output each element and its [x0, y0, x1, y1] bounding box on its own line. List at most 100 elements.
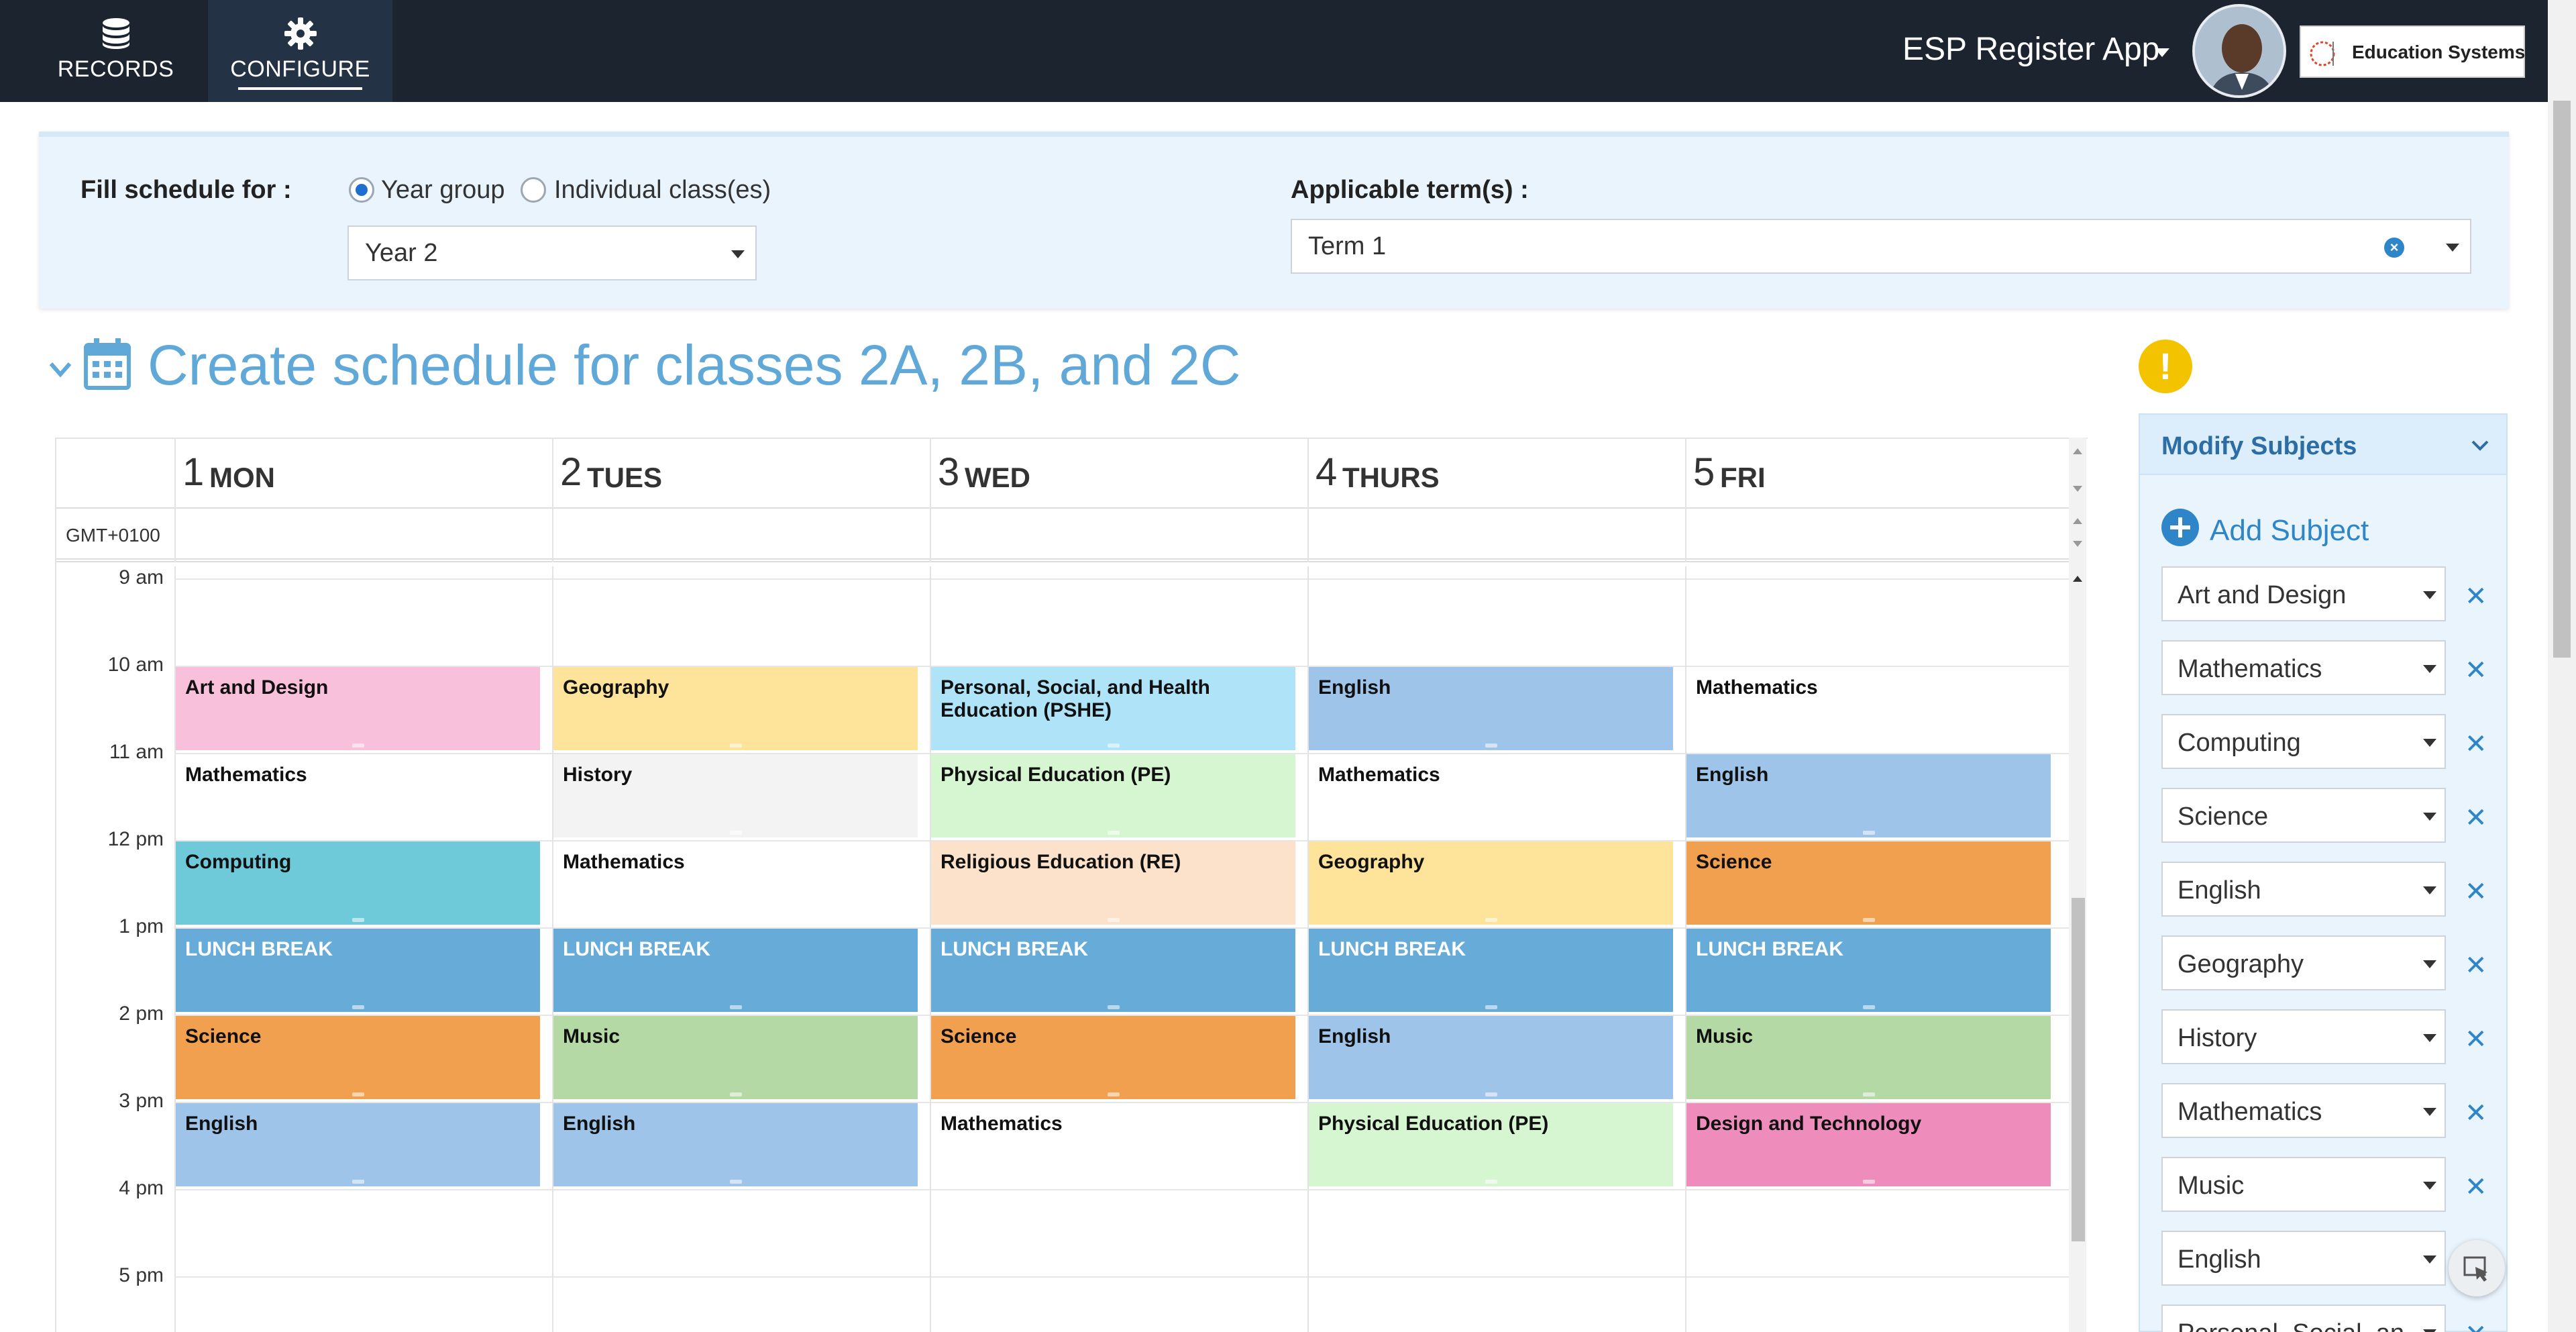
remove-subject-icon[interactable]: ✕: [2465, 1172, 2487, 1202]
year-group-select[interactable]: Year 2: [347, 225, 757, 280]
resize-handle[interactable]: [1107, 744, 1120, 748]
subject-select[interactable]: Personal, Social, an: [2161, 1304, 2446, 1332]
schedule-event[interactable]: LUNCH BREAK: [553, 929, 918, 1012]
all-day-cell[interactable]: [930, 509, 1307, 562]
schedule-event[interactable]: LUNCH BREAK: [931, 929, 1295, 1012]
schedule-event[interactable]: English: [176, 1103, 540, 1186]
schedule-event[interactable]: Mathematics: [176, 754, 540, 837]
day-column[interactable]: [174, 566, 552, 1332]
schedule-event[interactable]: Music: [553, 1016, 918, 1099]
subject-select[interactable]: Art and Design: [2161, 566, 2446, 621]
day-header[interactable]: 3 WED: [930, 439, 1307, 509]
subject-select[interactable]: History: [2161, 1009, 2446, 1064]
resize-handle[interactable]: [729, 744, 742, 748]
resize-handle[interactable]: [1485, 1180, 1497, 1184]
resize-handle[interactable]: [1107, 918, 1120, 922]
resize-handle[interactable]: [1485, 918, 1497, 922]
remove-subject-icon[interactable]: ✕: [2465, 729, 2487, 759]
scroll-thumb[interactable]: [2072, 898, 2085, 1241]
chevron-down-icon[interactable]: [2470, 435, 2490, 455]
chevron-down-icon[interactable]: [47, 356, 74, 382]
modify-subjects-header[interactable]: Modify Subjects: [2140, 415, 2506, 475]
all-day-cell[interactable]: [552, 509, 930, 562]
all-day-cell[interactable]: [1685, 509, 2063, 562]
all-day-cell[interactable]: [174, 509, 552, 562]
remove-subject-icon[interactable]: ✕: [2465, 582, 2487, 611]
individual-classes-radio-label[interactable]: Individual class(es): [554, 176, 771, 204]
schedule-event[interactable]: Personal, Social, and Health Education (…: [931, 667, 1295, 750]
all-day-cell[interactable]: [1307, 509, 1685, 562]
schedule-event[interactable]: Mathematics: [553, 841, 918, 925]
schedule-event[interactable]: Religious Education (RE): [931, 841, 1295, 925]
individual-classes-radio[interactable]: [521, 177, 546, 203]
clear-icon[interactable]: ×: [2384, 238, 2404, 258]
subject-select[interactable]: Mathematics: [2161, 1083, 2446, 1138]
resize-handle[interactable]: [1107, 1005, 1120, 1009]
resize-handle[interactable]: [1485, 744, 1497, 748]
schedule-event[interactable]: LUNCH BREAK: [1309, 929, 1673, 1012]
remove-subject-icon[interactable]: ✕: [2465, 877, 2487, 907]
remove-subject-icon[interactable]: ✕: [2465, 656, 2487, 685]
day-column[interactable]: [552, 566, 930, 1332]
schedule-event[interactable]: Science: [176, 1016, 540, 1099]
schedule-event[interactable]: Geography: [1309, 841, 1673, 925]
resize-handle[interactable]: [1862, 918, 1875, 922]
day-header[interactable]: 2 TUES: [552, 439, 930, 509]
schedule-event[interactable]: Science: [931, 1016, 1295, 1099]
warning-icon[interactable]: !: [2139, 340, 2192, 393]
schedule-event[interactable]: Art and Design: [176, 667, 540, 750]
remove-subject-icon[interactable]: ✕: [2465, 951, 2487, 980]
year-group-radio[interactable]: [349, 177, 374, 203]
resize-handle[interactable]: [729, 831, 742, 835]
floating-action-button[interactable]: [2449, 1240, 2505, 1296]
resize-handle[interactable]: [1485, 1092, 1497, 1096]
day-header[interactable]: 1 MON: [174, 439, 552, 509]
remove-subject-icon[interactable]: ✕: [2465, 1025, 2487, 1054]
remove-subject-icon[interactable]: ✕: [2465, 1098, 2487, 1128]
nav-configure[interactable]: CONFIGURE: [208, 0, 392, 102]
resize-handle[interactable]: [352, 918, 364, 922]
day-column[interactable]: [1307, 566, 1685, 1332]
schedule-event[interactable]: Science: [1686, 841, 2051, 925]
day-column[interactable]: [1685, 566, 2063, 1332]
resize-handle[interactable]: [1107, 831, 1120, 835]
scroll-down-arrow[interactable]: [2073, 541, 2082, 547]
resize-handle[interactable]: [352, 1005, 364, 1009]
schedule-event[interactable]: LUNCH BREAK: [1686, 929, 2051, 1012]
schedule-event[interactable]: LUNCH BREAK: [176, 929, 540, 1012]
year-group-radio-label[interactable]: Year group: [381, 176, 505, 204]
resize-handle[interactable]: [352, 1180, 364, 1184]
subject-select[interactable]: Geography: [2161, 935, 2446, 990]
scroll-up-arrow[interactable]: [2073, 518, 2082, 524]
subject-select[interactable]: Music: [2161, 1157, 2446, 1212]
resize-handle[interactable]: [1485, 1005, 1497, 1009]
schedule-event[interactable]: Mathematics: [1686, 667, 2051, 750]
calendar-scrollbar[interactable]: [2069, 438, 2086, 1332]
resize-handle[interactable]: [352, 744, 364, 748]
schedule-event[interactable]: Physical Education (PE): [1309, 1103, 1673, 1186]
schedule-event[interactable]: Design and Technology: [1686, 1103, 2051, 1186]
schedule-event[interactable]: Mathematics: [931, 1103, 1295, 1186]
subject-select[interactable]: English: [2161, 862, 2446, 917]
page-scroll-thumb[interactable]: [2553, 101, 2571, 658]
subject-select[interactable]: English: [2161, 1231, 2446, 1286]
resize-handle[interactable]: [1862, 1005, 1875, 1009]
app-title-dropdown[interactable]: ESP Register App: [1902, 32, 2160, 67]
schedule-event[interactable]: English: [1309, 1016, 1673, 1099]
day-header[interactable]: 5 FRI: [1685, 439, 2063, 509]
caret-down-icon[interactable]: [2446, 244, 2459, 252]
resize-handle[interactable]: [1862, 1180, 1875, 1184]
caret-down-icon[interactable]: [2155, 48, 2169, 57]
remove-subject-icon[interactable]: ✕: [2465, 1319, 2487, 1332]
day-header[interactable]: 4 THURS: [1307, 439, 1685, 509]
scroll-up-arrow[interactable]: [2073, 576, 2082, 582]
page-scrollbar[interactable]: [2548, 0, 2576, 1332]
resize-handle[interactable]: [352, 1092, 364, 1096]
day-column[interactable]: [930, 566, 1307, 1332]
resize-handle[interactable]: [1862, 831, 1875, 835]
scroll-down-arrow[interactable]: [2073, 486, 2082, 492]
resize-handle[interactable]: [729, 1180, 742, 1184]
resize-handle[interactable]: [1107, 1092, 1120, 1096]
user-avatar[interactable]: [2192, 4, 2286, 98]
nav-records[interactable]: RECORDS: [47, 0, 184, 102]
